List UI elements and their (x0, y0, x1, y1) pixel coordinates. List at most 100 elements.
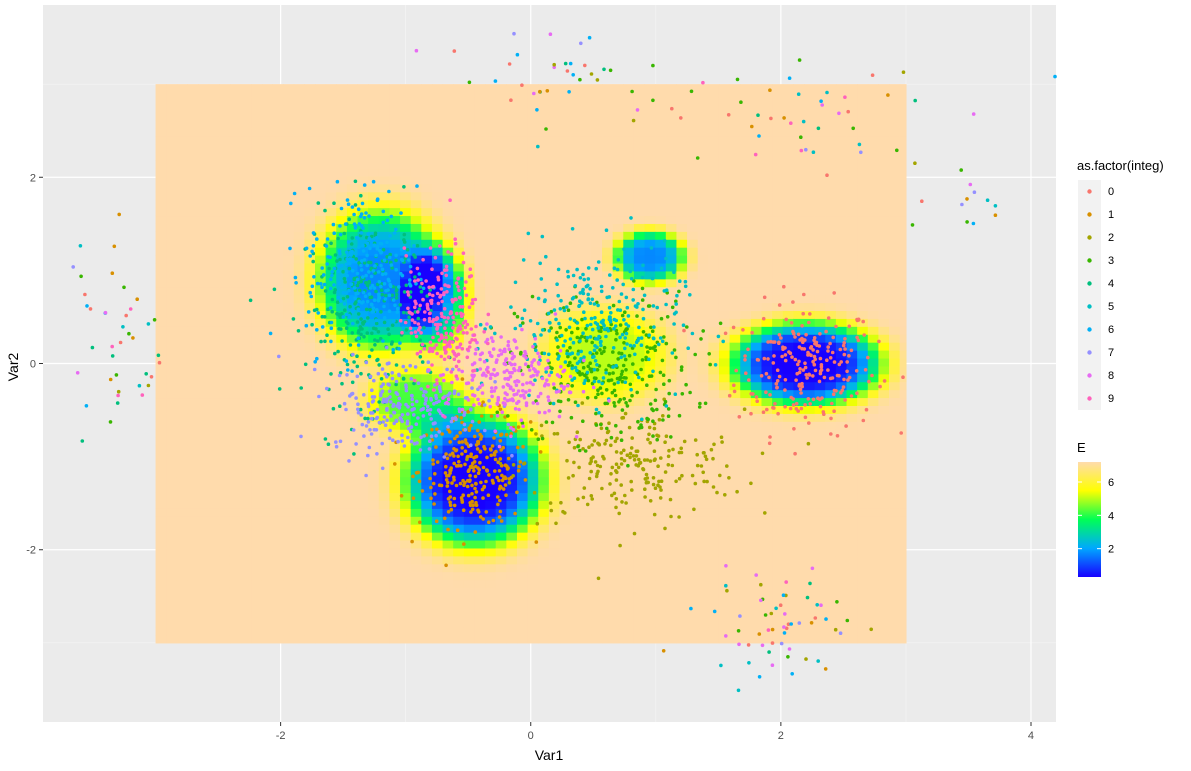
energy-cell (516, 262, 529, 272)
energy-cell (261, 508, 274, 517)
energy-cell (219, 350, 231, 359)
energy-cell (506, 183, 518, 193)
energy-cell (782, 500, 794, 509)
energy-cell (272, 619, 284, 628)
energy-cell (421, 255, 433, 264)
energy-cell (878, 421, 890, 430)
energy-cell (708, 611, 720, 620)
energy-cell (591, 286, 603, 296)
energy-cell (240, 373, 252, 383)
energy-cell (421, 350, 433, 359)
energy-cell (740, 555, 752, 565)
energy-cell (400, 444, 412, 454)
energy-cell (665, 484, 678, 494)
energy-cell (485, 278, 497, 288)
energy-cell (176, 84, 189, 90)
energy-cell (889, 634, 901, 644)
energy-cell (676, 476, 688, 486)
energy-cell (410, 492, 422, 501)
energy-cell (208, 516, 220, 525)
energy-cell (453, 334, 465, 343)
energy-cell (591, 104, 603, 114)
energy-cell (633, 516, 646, 525)
energy-cell (229, 112, 242, 122)
energy-cell (485, 136, 497, 145)
energy-cell (283, 255, 295, 264)
energy-cell (315, 199, 327, 209)
energy-cell (835, 460, 848, 470)
energy-cell (357, 112, 369, 122)
energy-cell (410, 96, 422, 106)
energy-cell (644, 397, 656, 406)
energy-cell (272, 112, 284, 122)
energy-cell (272, 326, 284, 335)
energy-cell (516, 175, 529, 185)
energy-cell (538, 452, 550, 462)
energy-cell (229, 294, 242, 304)
energy-cell (570, 326, 582, 335)
energy-cell (198, 215, 210, 224)
energy-cell (559, 128, 571, 137)
energy-cell (708, 524, 720, 533)
energy-cell (495, 255, 507, 264)
energy-cell (580, 239, 592, 248)
energy-cell (272, 516, 284, 525)
energy-cell (878, 199, 890, 209)
energy-cell (857, 547, 869, 557)
energy-cell (304, 579, 316, 589)
energy-cell (346, 262, 359, 272)
energy-cell (602, 611, 614, 620)
energy-cell (697, 634, 709, 644)
energy-cell (187, 405, 199, 414)
energy-cell (633, 96, 646, 106)
energy-cell (336, 191, 348, 201)
energy-cell (814, 318, 826, 327)
energy-cell (251, 524, 263, 533)
energy-cell (665, 539, 678, 549)
energy-cell (166, 96, 178, 106)
energy-cell (655, 365, 667, 375)
energy-cell (665, 492, 678, 501)
energy-cell (782, 484, 794, 494)
energy-cell (229, 539, 242, 549)
energy-cell (495, 294, 507, 304)
energy-cell (219, 484, 231, 494)
energy-cell (580, 405, 592, 414)
energy-cell (400, 571, 412, 581)
energy-cell (346, 492, 359, 501)
energy-cell (623, 539, 635, 549)
energy-cell (389, 104, 401, 114)
energy-cell (198, 619, 210, 628)
energy-cell (676, 508, 688, 517)
energy-cell (293, 160, 305, 169)
energy-cell (293, 539, 305, 549)
energy-cell (782, 334, 794, 343)
energy-cell (633, 136, 646, 145)
energy-cell (655, 421, 667, 430)
energy-cell (548, 468, 561, 478)
energy-cell (889, 524, 901, 533)
energy-cell (304, 437, 316, 446)
energy-cell (261, 350, 274, 359)
energy-cell (782, 397, 794, 406)
energy-cell (442, 484, 454, 494)
energy-cell (548, 342, 561, 351)
energy-cell (602, 524, 614, 533)
energy-cell (229, 587, 242, 596)
energy-cell (261, 365, 274, 375)
energy-cell (602, 421, 614, 430)
energy-cell (644, 255, 656, 264)
energy-cell (612, 84, 624, 90)
energy-cell (729, 120, 741, 129)
energy-cell (166, 262, 178, 272)
energy-cell (208, 144, 220, 153)
energy-cell (261, 421, 274, 430)
energy-cell (740, 524, 752, 533)
energy-cell (538, 460, 550, 470)
energy-cell (740, 563, 752, 573)
energy-cell (740, 571, 752, 581)
energy-cell (623, 611, 635, 620)
energy-cell (804, 524, 816, 533)
energy-cell (697, 199, 709, 209)
energy-cell (570, 120, 582, 129)
